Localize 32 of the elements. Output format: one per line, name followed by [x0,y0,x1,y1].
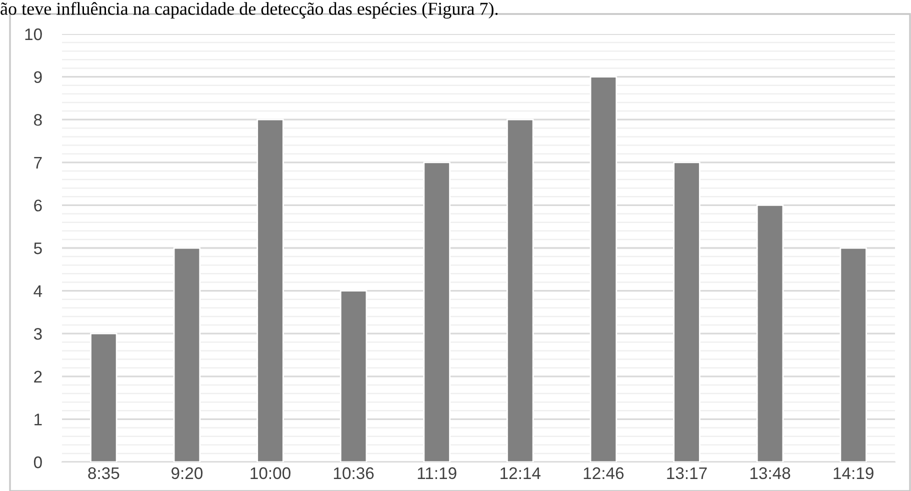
bar [90,332,118,462]
bar [340,290,368,462]
x-tick-label: 12:14 [500,467,541,479]
y-tick-label: 2 [34,370,42,382]
x-tick-label: 11:19 [418,467,456,480]
x-tick-label: 13:48 [750,467,790,480]
bar [423,162,450,462]
x-tick-label: 14:19 [834,467,874,480]
text: ão teve influência na capacidade de detecção das espécies (Figura 7). [0,2,498,19]
bar [840,247,867,462]
x-tick-label: 10:36 [334,467,374,480]
y-tick-label: 7 [34,156,42,168]
y-tick-label: 10 [25,28,42,40]
y-tick-label: 8 [34,114,42,126]
x-tick-label: 8:35 [88,467,120,480]
y-tick-label: 3 [34,328,42,340]
y-tick-label: 1 [34,414,42,426]
x-tick-label: 13:17 [667,467,707,480]
bar [256,118,284,462]
bar [756,204,784,462]
y-tick-label: 6 [34,200,42,212]
y-tick-label: 5 [34,242,42,254]
x-tick-label: 9:20 [172,467,203,480]
bar [506,118,534,462]
y-tick-label: 0 [34,456,42,468]
y-tick-label: 9 [34,71,42,84]
bar [173,247,201,462]
x-tick-label: 10:00 [250,467,290,480]
y-tick-label: 4 [34,285,42,297]
x-tick-label: 12:46 [584,467,624,480]
bar [673,162,700,462]
bar [590,76,618,462]
